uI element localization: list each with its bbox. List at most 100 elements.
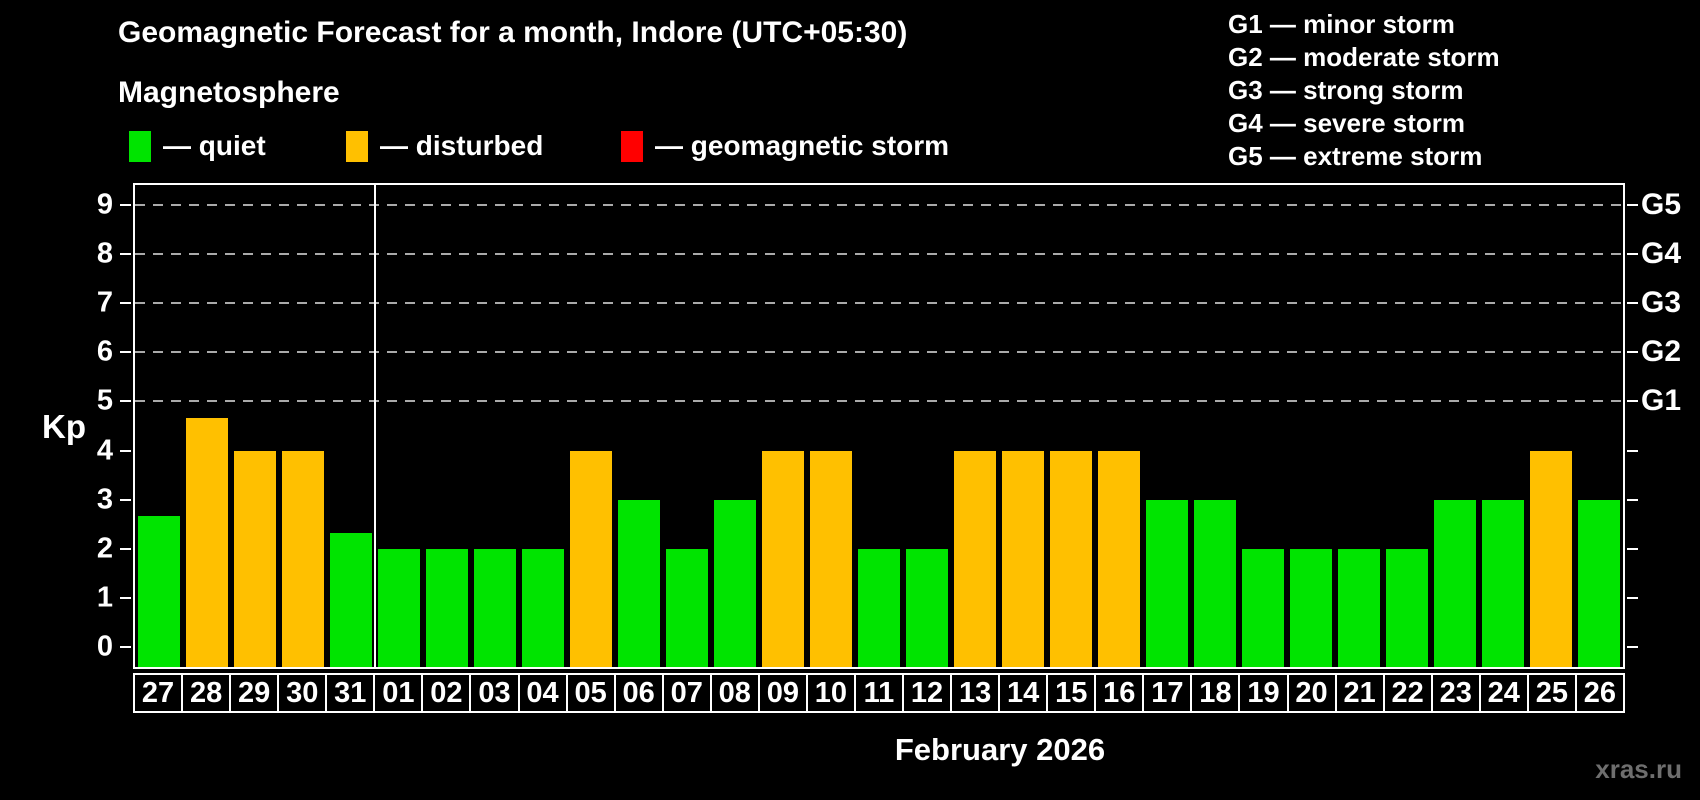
day-label-25: 25 [1526,673,1577,713]
kp-bar-06 [617,499,661,667]
x-axis-title: February 2026 [894,732,1106,767]
bar-slot-31 [327,185,375,667]
legend-label-quiet: — quiet [163,130,266,161]
bar-slot-13 [951,185,999,667]
day-label-20: 20 [1286,673,1337,713]
day-label-02: 02 [421,673,472,713]
day-label-03: 03 [469,673,520,713]
bar-slot-07 [663,185,711,667]
bar-slot-15 [1047,185,1095,667]
right-axis-tick [1627,646,1638,649]
day-label-09: 09 [757,673,808,713]
day-label-13: 13 [950,673,1001,713]
kp-bar-11 [857,548,901,667]
day-label-29: 29 [229,673,280,713]
bar-slot-19 [1239,185,1287,667]
bar-slot-01 [375,185,423,667]
bar-slot-22 [1383,185,1431,667]
y-tick-label: 0 [96,630,113,663]
kp-bar-28 [185,417,229,667]
legend-item-quiet: — quiet [129,130,266,162]
kp-bar-29 [233,450,277,667]
y-axis-tick [120,597,131,600]
bar-slot-17 [1143,185,1191,667]
bar-slot-26 [1575,185,1623,667]
kp-bar-30 [281,450,325,667]
y-axis-tick [120,547,131,550]
y-tick-label: 4 [96,434,113,467]
kp-bar-10 [809,450,853,667]
kp-bar-25 [1529,450,1573,667]
bar-slot-25 [1527,185,1575,667]
g-level-label-g3: G3 [1641,286,1682,320]
y-axis-tick [120,351,131,354]
y-axis-tick [120,449,131,452]
legend-label-disturbed: — disturbed [380,130,544,161]
g-level-label-g2: G2 [1641,335,1682,369]
y-axis-tick [120,203,131,206]
right-axis-tick [1627,400,1638,403]
day-label-17: 17 [1142,673,1193,713]
kp-bar-13 [953,450,997,667]
y-axis-tick [120,400,131,403]
day-label-21: 21 [1334,673,1385,713]
bar-slot-27 [135,185,183,667]
bar-slot-18 [1191,185,1239,667]
kp-bar-14 [1001,450,1045,667]
kp-bar-23 [1433,499,1477,667]
bar-slot-24 [1479,185,1527,667]
gridline-kp7 [135,302,1623,305]
gridline-kp6 [135,351,1623,354]
bar-slot-29 [231,185,279,667]
kp-bar-07 [665,548,709,667]
right-axis-tick [1627,597,1638,600]
y-tick-label: 8 [96,237,113,270]
kp-bar-04 [521,548,565,667]
kp-bar-02 [425,548,469,667]
day-label-07: 07 [661,673,712,713]
day-label-22: 22 [1382,673,1433,713]
day-label-04: 04 [517,673,568,713]
bar-slot-09 [759,185,807,667]
kp-bar-12 [905,548,949,667]
y-tick-label: 5 [96,384,113,417]
day-label-15: 15 [1046,673,1097,713]
kp-bar-17 [1145,499,1189,667]
storm-scale-item: G1 — minor storm [1228,9,1455,39]
kp-bar-31 [329,532,373,667]
kp-bar-19 [1241,548,1285,667]
y-axis-tick [120,646,131,649]
storm-scale-item: G5 — extreme storm [1228,141,1483,171]
storm-scale-item: G4 — severe storm [1228,108,1466,138]
magnetosphere-subtitle: Magnetosphere [118,76,340,109]
y-tick-label: 6 [96,335,113,368]
y-axis-tick [120,252,131,255]
quiet-color-swatch [129,130,151,162]
kp-bar-03 [473,548,517,667]
right-axis-tick [1627,302,1638,305]
day-label-30: 30 [277,673,328,713]
kp-bar-27 [137,516,181,667]
day-label-16: 16 [1094,673,1145,713]
day-label-28: 28 [181,673,232,713]
bar-slot-16 [1095,185,1143,667]
day-label-05: 05 [565,673,616,713]
day-label-31: 31 [325,673,376,713]
page-title: Geomagnetic Forecast for a month, Indore… [118,16,908,49]
kp-bar-24 [1481,499,1525,667]
storm-scale-legend: G1 — minor storm G2 — moderate storm G3 — … [1228,8,1500,173]
day-label-01: 01 [373,673,424,713]
legend-item-storm: — geomagnetic storm [621,130,949,162]
g-level-label-g1: G1 [1641,384,1682,418]
right-axis-tick [1627,449,1638,452]
kp-bar-16 [1097,450,1141,667]
watermark: xras.ru [1595,754,1682,784]
bar-slot-21 [1335,185,1383,667]
gridline-kp5 [135,400,1623,403]
day-label-14: 14 [998,673,1049,713]
day-label-23: 23 [1430,673,1481,713]
bar-slot-12 [903,185,951,667]
y-tick-label: 1 [96,581,113,614]
bar-slot-14 [999,185,1047,667]
